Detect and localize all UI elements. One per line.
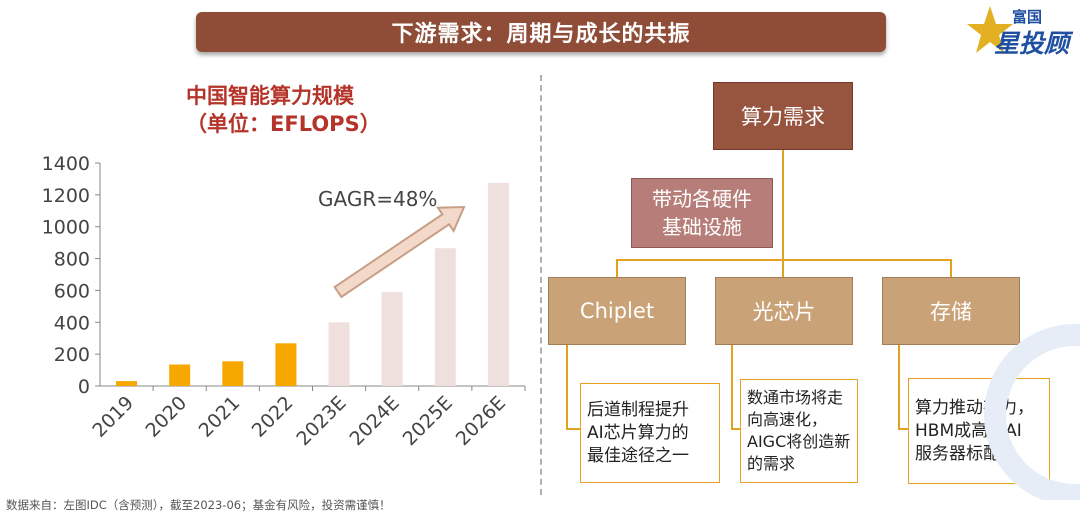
- connector-storage: [950, 259, 952, 277]
- note-optical: 数通市场将走 向高速化， AIGC将创造新 的需求: [740, 379, 858, 483]
- y-tick-label: 1400: [42, 153, 90, 175]
- y-tick-label: 1000: [42, 217, 90, 239]
- root-node: 算力需求: [713, 82, 853, 150]
- growth-annotation: GAGR=48%: [318, 187, 437, 211]
- watermark-decoration: [984, 324, 1080, 500]
- bar: [434, 248, 456, 386]
- chart-title: 中国智能算力规模 （单位：EFLOPS）: [186, 82, 381, 138]
- note-optical-line: 的需求: [747, 454, 796, 473]
- connector-horizontal: [616, 259, 952, 261]
- header-banner: 下游需求：周期与成长的共振: [196, 12, 886, 52]
- x-tick-label: 2025E: [399, 392, 457, 450]
- x-tick-label: 2023E: [292, 392, 350, 450]
- y-tick-label: 200: [54, 344, 90, 366]
- bar: [116, 381, 138, 386]
- x-tick-label: 2022: [248, 392, 298, 442]
- note-chiplet: 后道制程提升 AI芯片算力的 最佳途径之一: [580, 383, 720, 483]
- root-node-label: 算力需求: [741, 105, 825, 129]
- connector-chiplet: [616, 259, 618, 277]
- y-tick-label: 600: [54, 280, 90, 302]
- x-tick-label: 2019: [88, 392, 138, 442]
- note-optical-line: AIGC将创造新: [747, 432, 851, 451]
- connector-optical: [782, 259, 784, 277]
- note-optical-line: 向高速化，: [747, 410, 828, 429]
- node-optical-chip: 光芯片: [715, 277, 853, 345]
- elbow-storage-h: [898, 428, 908, 430]
- note-chiplet-line: AI芯片算力的: [587, 422, 689, 443]
- note-optical-line: 数通市场将走: [747, 388, 844, 407]
- section-divider: [540, 75, 542, 495]
- chart-title-line2: （单位：EFLOPS）: [186, 112, 381, 136]
- node-optical-chip-label: 光芯片: [752, 300, 816, 324]
- elbow-optical-v: [731, 345, 733, 429]
- bar: [487, 182, 509, 386]
- node-chiplet-label: Chiplet: [579, 299, 655, 323]
- node-chiplet: Chiplet: [548, 277, 686, 345]
- connector-root: [782, 150, 784, 260]
- bar: [381, 292, 403, 386]
- logo-line1: 富国: [1012, 8, 1043, 26]
- footer-source: 数据来自：左图IDC（含预测），截至2023-06；基金有风险，投资需谨慎！: [6, 498, 391, 512]
- elbow-storage-v: [898, 345, 900, 429]
- x-tick-label: 2024E: [345, 392, 403, 450]
- y-tick-label: 800: [54, 249, 90, 271]
- bar: [222, 361, 244, 386]
- note-chiplet-line: 最佳途径之一: [587, 445, 689, 466]
- bar: [275, 343, 297, 386]
- chart-title-line1: 中国智能算力规模: [186, 84, 354, 108]
- node-storage: 存储: [882, 277, 1020, 345]
- note-storage-line: 服务器标配: [915, 443, 1000, 464]
- x-tick-label: 2026E: [452, 392, 510, 450]
- y-tick-label: 0: [78, 376, 90, 398]
- elbow-optical-h: [731, 428, 740, 430]
- y-tick-label: 400: [54, 312, 90, 334]
- bar: [328, 322, 350, 386]
- driver-node: 带动各硬件 基础设施: [631, 178, 773, 248]
- growth-arrow: [333, 205, 466, 299]
- growth-arrow-shape: [333, 205, 466, 299]
- driver-line1: 带动各硬件: [652, 187, 752, 211]
- elbow-chiplet-v: [566, 345, 568, 429]
- page-title: 下游需求：周期与成长的共振: [391, 22, 691, 47]
- elbow-chiplet-h: [566, 428, 580, 430]
- star-icon: [967, 6, 1013, 53]
- note-chiplet-line: 后道制程提升: [587, 399, 689, 420]
- x-tick-label: 2020: [141, 392, 191, 442]
- logo-line2: 星投顾: [994, 29, 1070, 58]
- brand-logo: 富国 星投顾: [966, 4, 1074, 58]
- x-tick-label: 2021: [195, 392, 245, 442]
- node-storage-label: 存储: [930, 300, 972, 324]
- bar: [169, 364, 191, 386]
- y-tick-label: 1200: [42, 185, 90, 207]
- driver-line2: 基础设施: [662, 215, 742, 239]
